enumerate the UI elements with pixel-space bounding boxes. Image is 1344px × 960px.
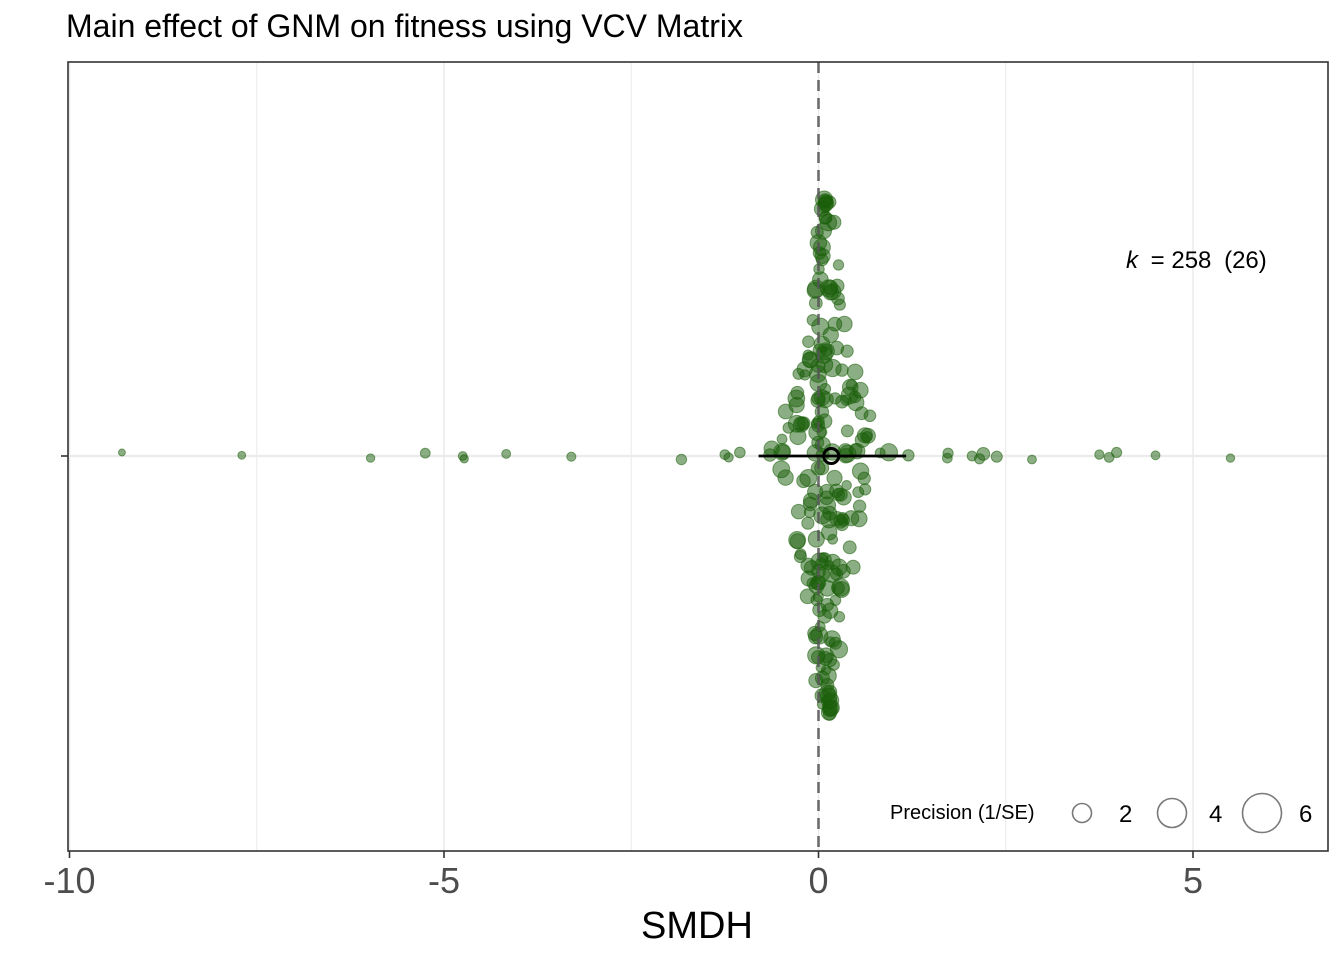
effect-size-point (566, 451, 577, 462)
effect-size-point (836, 563, 851, 579)
effect-size-point (833, 581, 851, 598)
effect-size-point (879, 443, 898, 462)
effect-size-point (1110, 446, 1123, 459)
effect-size-point (813, 200, 831, 217)
effect-size-point (776, 433, 788, 445)
effect-size-point (851, 462, 870, 480)
effect-size-point (823, 630, 841, 648)
effect-size-point (846, 363, 864, 381)
legend-size-key (1241, 792, 1283, 834)
effect-size-point (802, 335, 815, 349)
k-group: (26) (1224, 247, 1267, 274)
legend-label: 4 (1209, 801, 1222, 828)
effect-size-point (842, 540, 857, 555)
effect-size-point (990, 450, 1003, 463)
effect-size-point (811, 317, 830, 336)
effect-size-point (812, 271, 829, 288)
effect-size-point (808, 672, 824, 689)
effect-size-point (835, 363, 849, 377)
effect-size-point (816, 698, 828, 710)
legend-label: 6 (1299, 801, 1312, 828)
effect-size-point (807, 483, 824, 501)
x-tick-label: 5 (1183, 860, 1203, 901)
k-symbol: k (1126, 247, 1140, 274)
effect-size-point (854, 406, 869, 421)
legend-title: Precision (1/SE) (890, 802, 1035, 824)
effect-size-point (1094, 449, 1105, 460)
effect-size-point (833, 298, 846, 311)
chart-title: Main effect of GNM on fitness using VCV … (66, 8, 743, 44)
effect-size-point (827, 658, 840, 671)
k-value: = 258 (1151, 247, 1212, 274)
effect-size-point (365, 453, 376, 463)
x-tick-label: -10 (43, 860, 95, 901)
effect-size-point (815, 557, 827, 569)
effect-size-point (1225, 453, 1236, 463)
effect-size-point (675, 453, 688, 466)
legend-size-key (1071, 802, 1093, 824)
effect-size-point (772, 460, 791, 479)
effect-size-point (788, 531, 806, 549)
legend-label: 2 (1119, 801, 1132, 828)
effect-size-point (860, 427, 876, 444)
effect-size-point (800, 557, 816, 574)
effect-size-point (801, 516, 815, 530)
effect-size-point (840, 386, 859, 405)
effect-size-point (796, 473, 811, 489)
effect-size-point (794, 416, 809, 432)
effect-size-point (976, 446, 991, 461)
effect-size-point (501, 448, 512, 459)
x-axis-title: SMDH (641, 905, 753, 947)
effect-size-point (790, 503, 807, 520)
effect-size-point (813, 506, 832, 525)
effect-size-point (808, 578, 825, 595)
effect-size-point (237, 450, 247, 460)
effect-size-point (840, 344, 854, 358)
effect-size-point (810, 225, 824, 240)
effect-size-point (788, 396, 805, 414)
effect-size-point (826, 469, 843, 487)
legend-size-key (1156, 797, 1188, 829)
effect-size-point (723, 452, 734, 463)
effect-size-point (813, 389, 831, 406)
effect-size-point (852, 486, 865, 499)
effect-size-point (807, 530, 825, 548)
effect-size-point (840, 424, 854, 438)
effect-size-point (459, 454, 469, 464)
effect-size-point (1027, 454, 1037, 465)
effect-size-point (850, 510, 868, 528)
effect-size-point (419, 447, 431, 459)
effect-size-point (734, 446, 746, 459)
effect-size-point (832, 259, 845, 271)
effect-size-point (808, 296, 823, 311)
effect-size-point (829, 392, 842, 405)
effect-size-point (1150, 450, 1161, 461)
effect-size-point (827, 316, 843, 332)
overall-estimate-point (822, 447, 841, 465)
legend: Precision (1/SE) 2 4 6 (890, 792, 1312, 834)
effect-size-point (942, 447, 954, 459)
effect-size-point (824, 283, 842, 301)
effect-size-point (799, 369, 811, 381)
effect-size-point (827, 533, 839, 545)
effect-size-point (117, 448, 126, 457)
effect-size-point (829, 483, 844, 499)
k-annotation: k = 258 (26) (1126, 247, 1267, 274)
x-tick-label: 0 (808, 860, 828, 901)
x-tick-label: -5 (428, 860, 460, 901)
